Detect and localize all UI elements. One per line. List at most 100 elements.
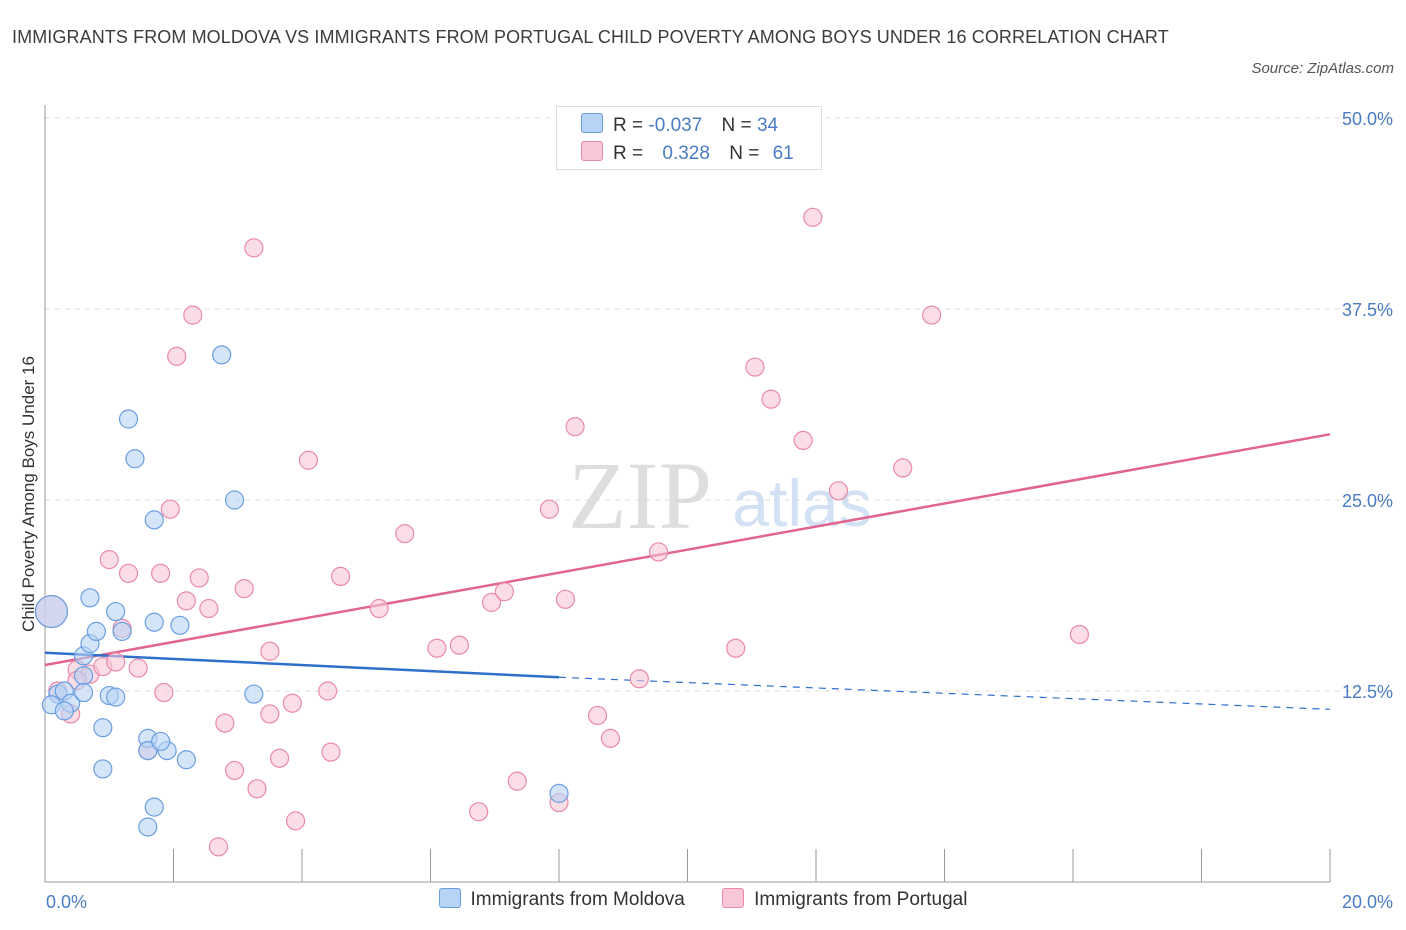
- portugal-point: [600, 728, 621, 748]
- portugal-point: [247, 779, 267, 799]
- moldova-point: [170, 615, 190, 635]
- portugal-point: [118, 563, 139, 583]
- moldova-point: [80, 588, 100, 608]
- legend-row-moldova: R = -0.037 N = 34: [581, 113, 778, 139]
- moldova-point: [212, 345, 232, 365]
- moldova-point: [144, 612, 164, 632]
- moldova-r-value: -0.037: [648, 115, 703, 136]
- moldova-point: [138, 817, 158, 837]
- moldova-n-value: 34: [756, 115, 779, 136]
- moldova-trend-line: [44, 651, 560, 679]
- portugal-point: [369, 598, 389, 619]
- moldova-point: [106, 601, 126, 622]
- portugal-point: [99, 549, 119, 570]
- moldova-legend-swatch: [438, 888, 461, 908]
- portugal-legend-swatch: [722, 888, 745, 908]
- moldova-point: [244, 684, 264, 704]
- portugal-r-value: 0.328: [662, 143, 710, 164]
- n-label: N =: [721, 115, 752, 136]
- r-label: R =: [613, 143, 644, 164]
- moldova-trend-extension: [558, 676, 1331, 710]
- grid-lines: [45, 117, 1395, 692]
- portugal-point: [154, 682, 174, 703]
- moldova-point: [73, 682, 94, 703]
- tick-labels: 12.5% 25.0% 37.5% 50.0% 0.0% 20.0%: [46, 109, 1393, 912]
- series-legend: Immigrants from Moldova Immigrants from …: [0, 888, 1406, 911]
- y-axis-label: Child Poverty Among Boys Under 16: [19, 356, 38, 632]
- trend-lines: [44, 433, 1331, 710]
- moldova-point: [144, 510, 164, 530]
- portugal-point: [587, 705, 608, 726]
- portugal-point: [208, 837, 229, 857]
- moldova-point: [86, 621, 107, 642]
- moldova-point: [118, 409, 139, 429]
- portugal-point: [828, 481, 849, 501]
- moldova-point: [549, 783, 569, 803]
- n-label: N =: [729, 143, 760, 164]
- moldova-point: [144, 797, 164, 817]
- portugal-point: [922, 305, 942, 325]
- portugal-point: [215, 713, 235, 733]
- portugal-point: [260, 641, 280, 661]
- moldova-point: [224, 490, 245, 510]
- portugal-swatch: [581, 141, 603, 161]
- watermark-zip: ZIP: [568, 442, 712, 549]
- y-tick-label: 25.0%: [1342, 491, 1393, 511]
- portugal-point: [793, 430, 813, 451]
- portugal-point: [282, 693, 302, 713]
- portugal-point: [427, 638, 447, 658]
- chart-title: IMMIGRANTS FROM MOLDOVA VS IMMIGRANTS FR…: [12, 27, 1169, 47]
- correlation-legend: R = -0.037 N = 34 R = 0.328 N = 61: [556, 106, 822, 170]
- legend-row-portugal: R = 0.328 N = 61: [581, 141, 794, 167]
- portugal-point: [726, 638, 746, 658]
- moldova-point: [112, 621, 132, 642]
- portugal-point: [176, 591, 196, 611]
- portugal-point: [199, 598, 219, 619]
- portugal-point: [539, 499, 559, 519]
- scatter-points: [34, 207, 1090, 857]
- moldova-point: [176, 750, 196, 770]
- portugal-trend-line: [44, 433, 1331, 667]
- moldova-point: [125, 449, 145, 469]
- portugal-point: [183, 305, 203, 325]
- y-tick-label: 37.5%: [1342, 300, 1393, 320]
- x-tick-label: 0.0%: [46, 892, 87, 912]
- axes: [44, 105, 1331, 883]
- legend-item-portugal: Immigrants from Portugal: [722, 888, 967, 911]
- y-tick-label: 12.5%: [1342, 682, 1393, 702]
- portugal-point: [285, 811, 306, 831]
- moldova-point: [93, 718, 113, 738]
- moldova-point: [34, 594, 69, 629]
- source-label: Source: ZipAtlas.com: [1251, 60, 1394, 77]
- y-tick-label: 50.0%: [1342, 109, 1393, 129]
- portugal-point: [189, 568, 209, 588]
- portugal-point: [745, 357, 765, 377]
- portugal-point: [260, 704, 280, 724]
- portugal-point: [494, 582, 514, 602]
- portugal-point: [648, 542, 669, 562]
- portugal-point: [224, 760, 245, 781]
- portugal-point: [555, 589, 576, 609]
- portugal-point: [167, 346, 187, 366]
- moldova-legend-label: Immigrants from Moldova: [470, 889, 685, 910]
- watermark-atlas: atlas: [732, 466, 871, 540]
- portugal-n-value: 61: [772, 143, 794, 164]
- moldova-point: [93, 759, 113, 779]
- portugal-point: [106, 652, 126, 672]
- portugal-point: [803, 207, 823, 227]
- portugal-point: [565, 417, 585, 437]
- moldova-point: [106, 687, 126, 707]
- portugal-point: [128, 658, 148, 678]
- moldova-point: [54, 701, 74, 721]
- r-label: R =: [613, 115, 644, 136]
- portugal-point: [1069, 624, 1090, 645]
- portugal-point: [160, 499, 180, 519]
- portugal-point: [330, 566, 351, 587]
- portugal-point: [269, 748, 290, 768]
- moldova-swatch: [581, 113, 603, 133]
- portugal-point: [449, 635, 470, 655]
- portugal-legend-label: Immigrants from Portugal: [754, 889, 968, 910]
- portugal-point: [761, 389, 781, 409]
- moldova-point: [73, 666, 94, 686]
